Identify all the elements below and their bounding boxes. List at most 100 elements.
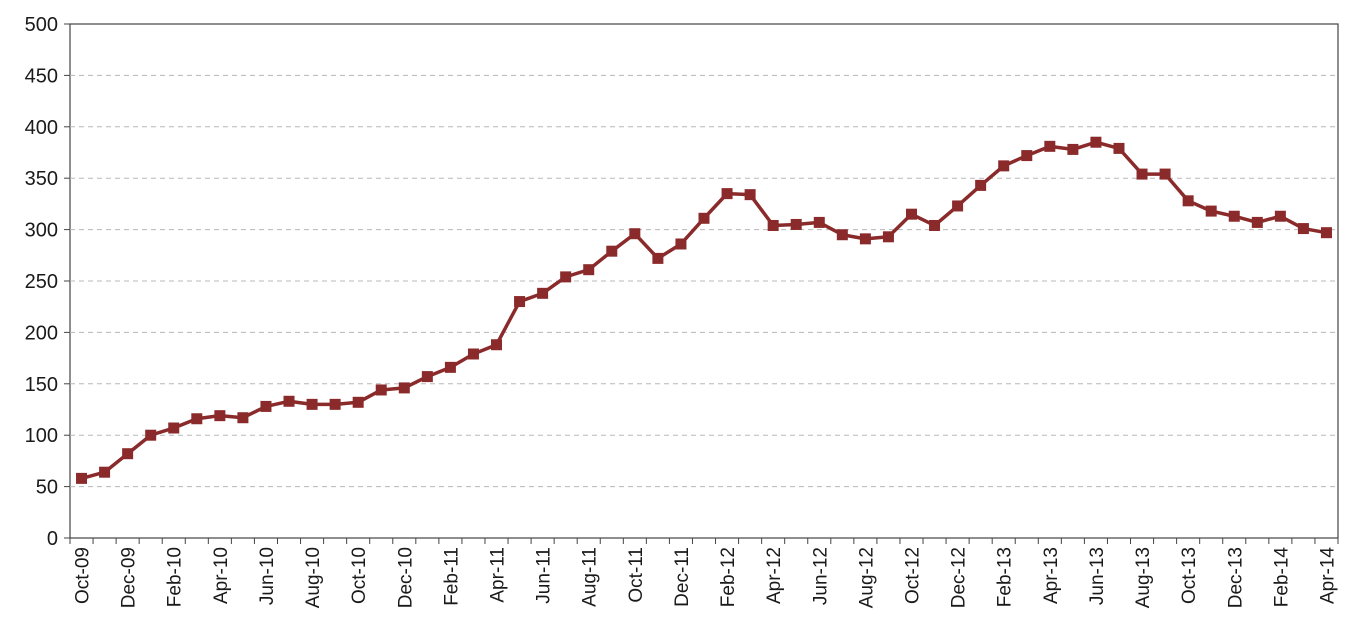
y-tick-label: 100 xyxy=(25,425,58,447)
x-tick-label: Feb-11 xyxy=(441,547,462,606)
y-tick-label: 0 xyxy=(47,528,58,550)
data-point-marker xyxy=(421,371,433,383)
x-tick-label: Feb-14 xyxy=(1271,547,1292,608)
data-point-marker xyxy=(444,361,456,373)
data-point-marker xyxy=(514,296,526,308)
data-point-marker xyxy=(583,264,595,276)
x-tick-label: Aug-10 xyxy=(303,547,324,608)
data-point-marker xyxy=(1297,223,1309,235)
data-point-marker xyxy=(537,287,549,299)
x-tick-label: Apr-11 xyxy=(488,547,509,603)
data-point-marker xyxy=(352,396,364,408)
x-tick-label: Oct-13 xyxy=(1179,547,1200,604)
y-axis-ticks: 0 50 100 150 200 250 300 350 400 450 500 xyxy=(25,14,70,550)
data-point-marker xyxy=(698,212,710,224)
data-point-marker xyxy=(606,245,618,257)
data-point-marker xyxy=(767,219,779,231)
x-tick-label: Oct-11 xyxy=(626,547,647,603)
data-point-marker xyxy=(191,413,203,425)
gridlines xyxy=(70,74,1338,488)
data-point-marker xyxy=(813,216,825,228)
data-point-marker xyxy=(1044,140,1056,152)
y-tick-label: 300 xyxy=(25,220,58,242)
x-tick-label: Feb-10 xyxy=(165,547,186,607)
data-point-marker xyxy=(260,400,272,412)
y-tick-label: 450 xyxy=(25,65,58,87)
x-tick-label: Oct-09 xyxy=(73,547,94,604)
data-point-marker xyxy=(99,466,111,478)
data-point-marker xyxy=(929,219,941,231)
y-tick-label: 150 xyxy=(25,374,58,396)
data-point-marker xyxy=(1021,150,1033,162)
data-point-marker xyxy=(491,339,503,351)
data-point-marker xyxy=(76,472,88,484)
data-point-marker xyxy=(237,412,249,424)
data-point-marker xyxy=(1113,142,1125,154)
data-point-marker xyxy=(375,384,387,396)
x-tick-label: Apr-14 xyxy=(1317,547,1338,604)
data-point-marker xyxy=(1228,210,1240,222)
data-point-marker xyxy=(998,160,1010,172)
x-tick-label: Oct-12 xyxy=(902,547,923,604)
data-point-marker xyxy=(952,200,964,212)
data-point-marker xyxy=(1205,205,1217,217)
data-point-marker xyxy=(560,271,572,283)
x-tick-label: Aug-12 xyxy=(856,547,877,608)
data-point-marker xyxy=(1251,216,1263,228)
x-tick-label: Jun-12 xyxy=(810,547,831,605)
x-tick-label: Jun-13 xyxy=(1087,547,1108,605)
y-tick-label: 250 xyxy=(25,271,58,293)
x-tick-label: Dec-11 xyxy=(672,547,693,607)
data-point-marker xyxy=(1274,210,1286,222)
data-point-marker xyxy=(721,188,733,200)
data-point-marker xyxy=(790,218,802,230)
data-point-marker xyxy=(882,231,894,243)
y-tick-label: 500 xyxy=(25,14,58,36)
data-point-marker xyxy=(1090,136,1102,148)
x-tick-label: Apr-12 xyxy=(764,547,785,604)
data-point-marker xyxy=(168,422,180,434)
y-tick-label: 200 xyxy=(25,322,58,344)
y-tick-label: 50 xyxy=(36,477,58,499)
data-point-marker xyxy=(629,228,641,240)
x-tick-label: Feb-12 xyxy=(718,547,739,607)
data-point-marker xyxy=(1159,168,1171,180)
x-tick-label: Feb-13 xyxy=(995,547,1016,607)
data-point-marker xyxy=(859,233,871,245)
data-point-marker xyxy=(214,410,226,422)
x-axis-ticks: Oct-09 Dec-09 Feb-10 Apr-10 Jun-10 Aug-10 Oct-… xyxy=(69,538,1339,608)
x-tick-label: Apr-13 xyxy=(1041,547,1062,604)
data-point-marker xyxy=(283,395,295,407)
x-tick-label: Oct-10 xyxy=(349,547,370,604)
data-point-marker xyxy=(975,179,987,191)
data-point-marker xyxy=(306,398,318,410)
data-point-marker xyxy=(675,238,687,250)
x-tick-label: Dec-09 xyxy=(119,547,140,608)
data-point-marker xyxy=(905,208,917,220)
y-tick-label: 400 xyxy=(25,117,58,139)
data-point-marker xyxy=(1182,195,1194,207)
data-point-marker xyxy=(398,382,410,394)
data-point-marker xyxy=(1067,143,1079,155)
data-point-marker xyxy=(1136,168,1148,180)
data-point-marker xyxy=(467,348,479,360)
data-point-marker xyxy=(1320,227,1332,239)
data-point-marker xyxy=(122,448,134,460)
y-tick-label: 350 xyxy=(25,168,58,190)
x-tick-label: Dec-13 xyxy=(1225,547,1246,608)
data-point-marker xyxy=(329,398,341,410)
data-point-marker xyxy=(836,229,848,241)
data-point-marker xyxy=(744,189,756,201)
series xyxy=(76,136,1332,484)
x-tick-label: Jun-10 xyxy=(257,547,278,605)
x-tick-label: Aug-13 xyxy=(1133,547,1154,608)
x-tick-label: Apr-10 xyxy=(211,547,232,604)
data-point-marker xyxy=(652,252,664,264)
x-tick-label: Jun-11 xyxy=(534,547,555,604)
x-tick-label: Dec-12 xyxy=(949,547,970,608)
x-tick-label: Aug-11 xyxy=(580,547,601,607)
x-tick-label: Dec-10 xyxy=(395,547,416,608)
data-point-marker xyxy=(145,429,157,441)
